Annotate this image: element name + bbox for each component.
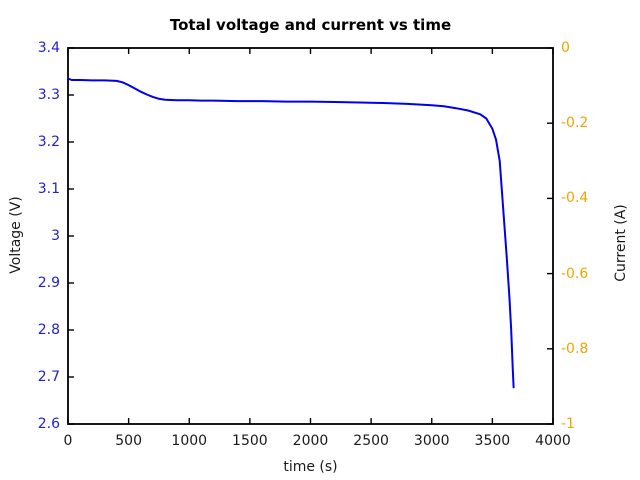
chart-title: Total voltage and current vs time xyxy=(169,16,452,34)
right-axis-title-current: Current (A) xyxy=(613,204,629,282)
current-tick-label: -0.8 xyxy=(561,340,589,357)
x-tick-label: 1500 xyxy=(232,433,268,449)
voltage-tick-label: 3 xyxy=(51,228,60,244)
voltage-tick-label: 3.1 xyxy=(37,181,60,197)
x-tick-label: 1000 xyxy=(171,433,208,449)
current-tick-label: -1 xyxy=(561,416,575,432)
x-tick-label: 500 xyxy=(115,433,142,449)
x-tick-label: 2500 xyxy=(353,433,389,449)
voltage-tick-label: 2.8 xyxy=(37,322,60,338)
axes-frame xyxy=(67,47,554,425)
voltage-tick-label: 2.9 xyxy=(37,275,60,291)
voltage-curve xyxy=(67,77,515,389)
voltage-tick-label: 3.3 xyxy=(37,87,60,103)
voltage-tick-label: 2.6 xyxy=(37,416,60,432)
voltage-tick-label: 2.7 xyxy=(37,369,60,385)
current-tick-label: -0.4 xyxy=(561,190,589,207)
voltage-tick-label: 3.2 xyxy=(37,134,60,150)
x-tick-label: 0 xyxy=(63,433,73,449)
x-axis-title: time (s) xyxy=(283,459,338,475)
x-tick-label: 4000 xyxy=(535,433,571,449)
x-tick-label: 3000 xyxy=(413,433,450,449)
current-tick-label: -0.6 xyxy=(561,265,589,282)
x-tick-label: 2000 xyxy=(292,433,329,449)
current-tick-label: -0.2 xyxy=(561,115,589,132)
x-tick-label: 3500 xyxy=(474,433,511,449)
voltage-tick-label: 3.4 xyxy=(37,40,60,56)
current-tick-label: 0 xyxy=(561,40,570,56)
